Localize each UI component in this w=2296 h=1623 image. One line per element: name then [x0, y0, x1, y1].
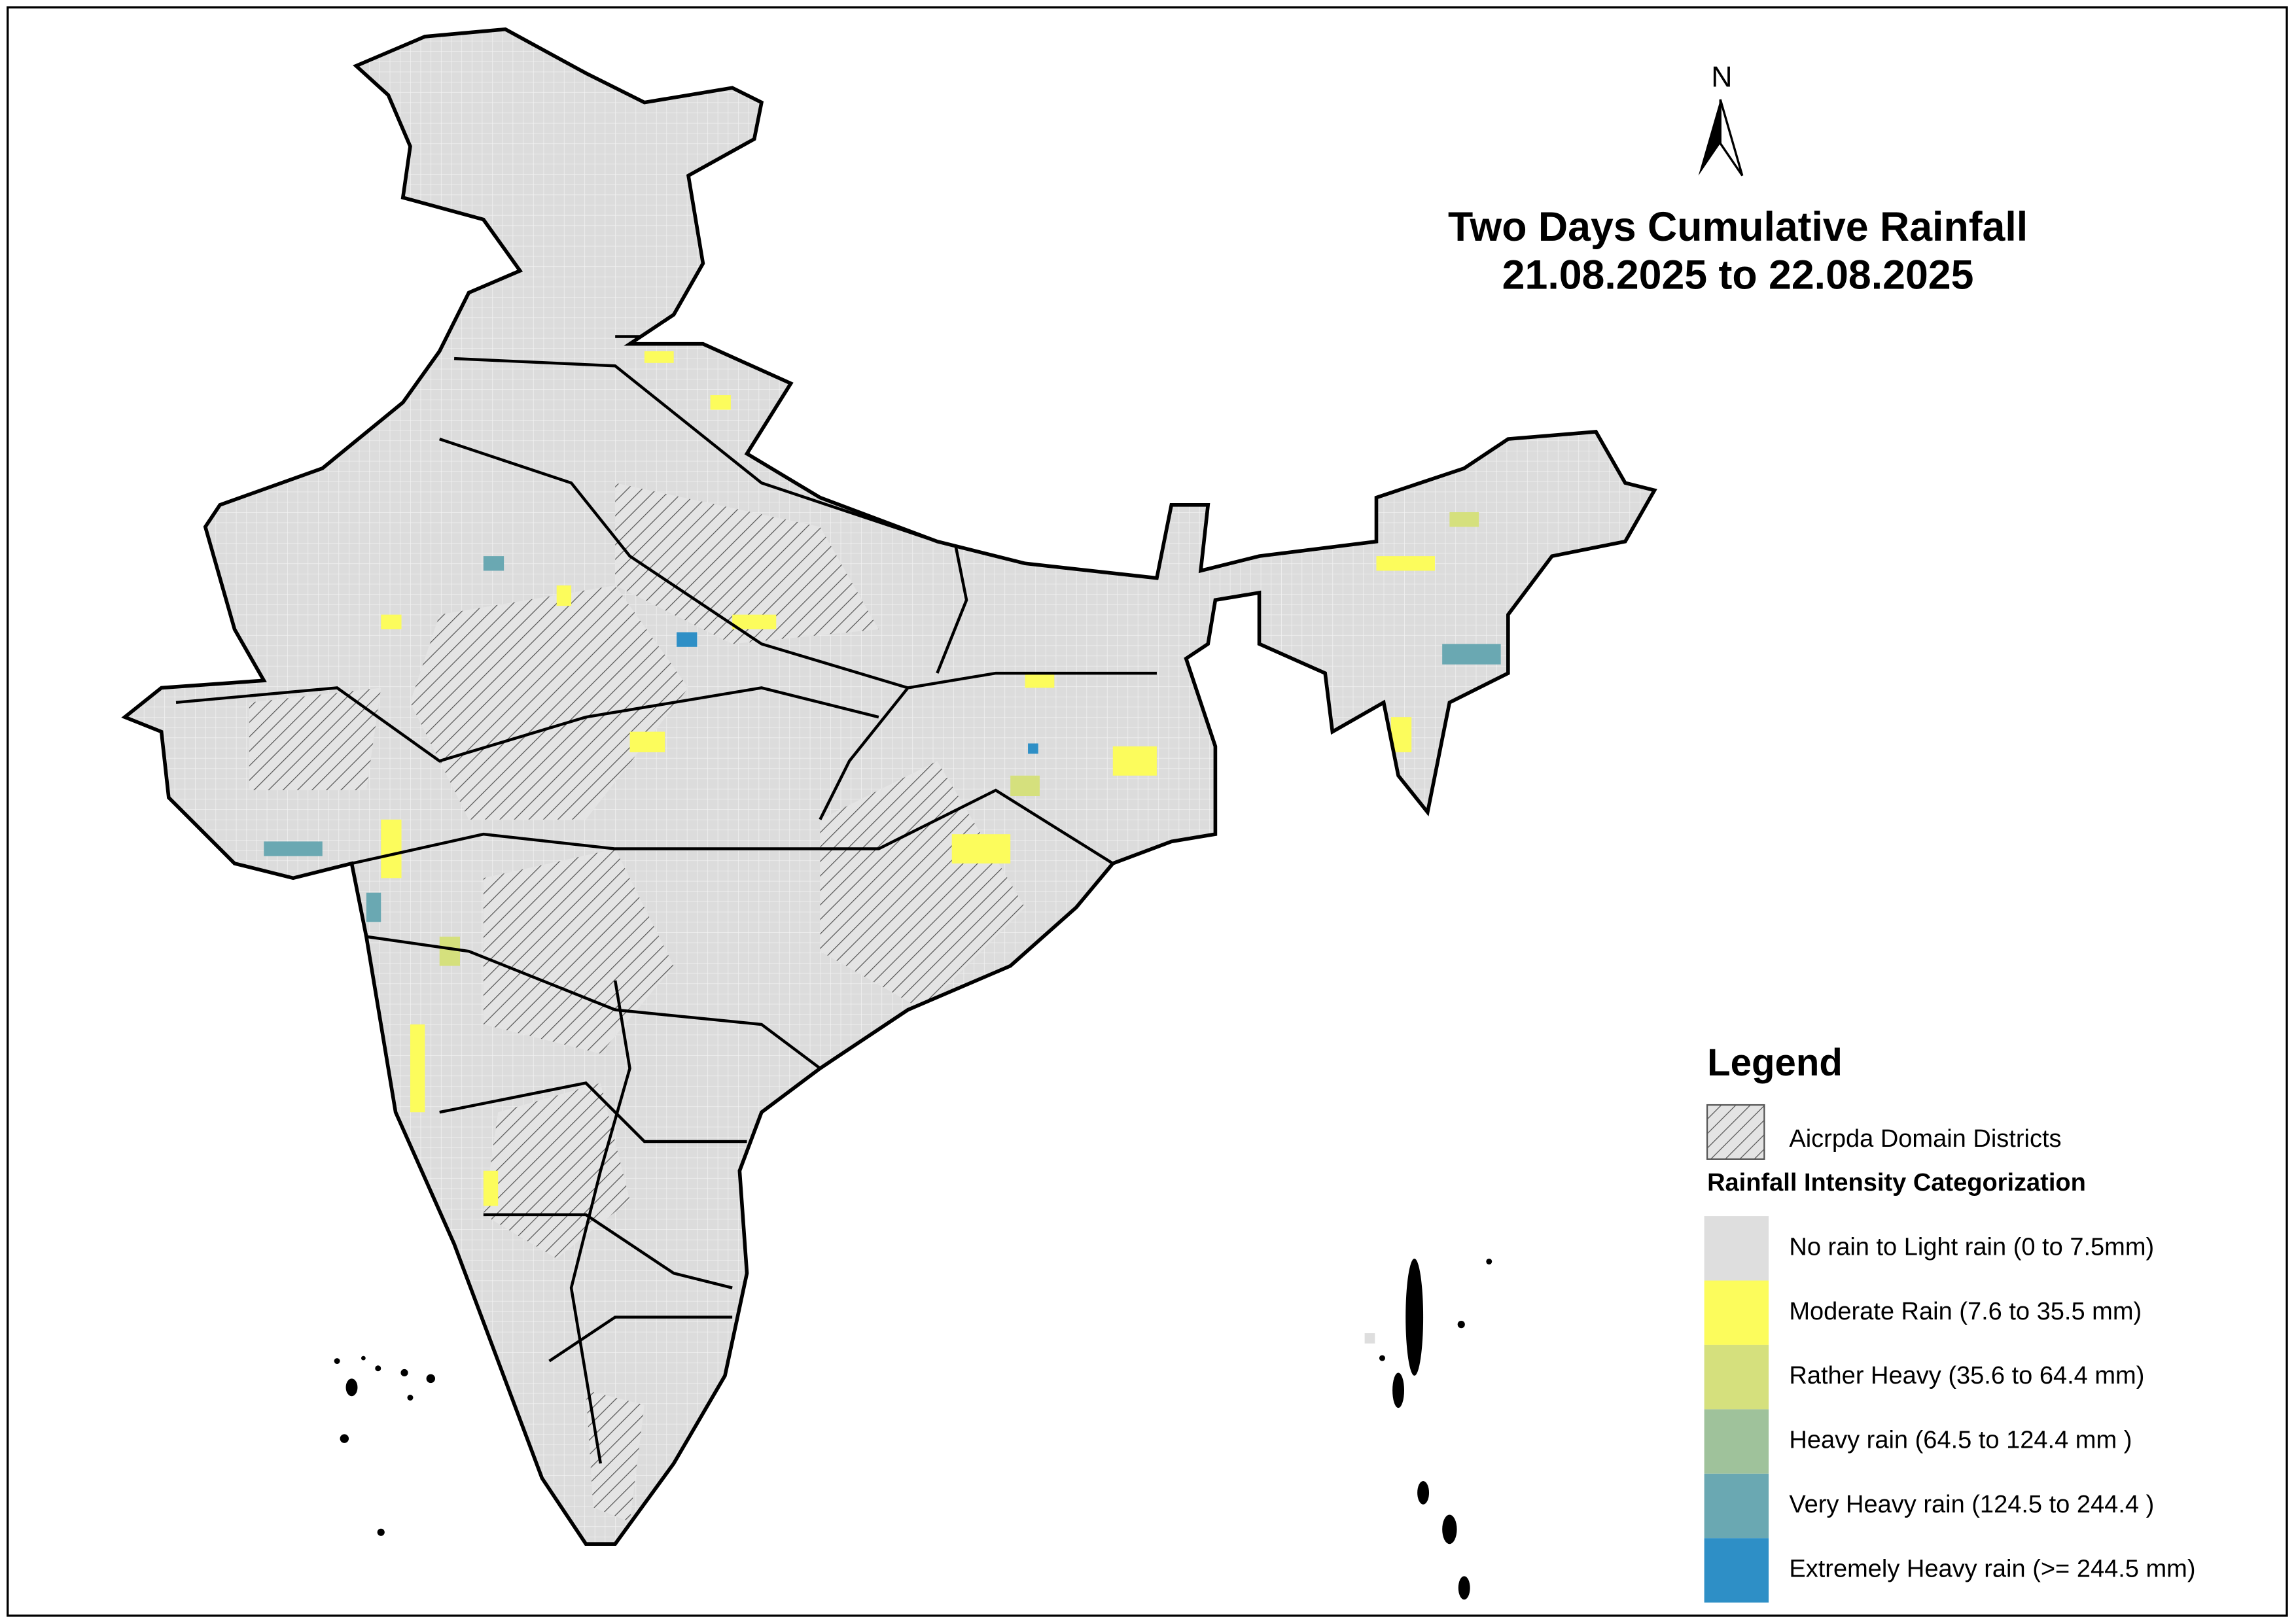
- hatch-swatch: [1706, 1104, 1765, 1160]
- legend-label: Moderate Rain (7.6 to 35.5 mm): [1789, 1298, 2142, 1325]
- legend-swatch: [1704, 1538, 1769, 1603]
- hatch-label: Aicrpda Domain Districts: [1789, 1125, 2061, 1153]
- legend-title: Legend: [1707, 1041, 1843, 1084]
- islands: [334, 1258, 1492, 1600]
- legend-label: Very Heavy rain (124.5 to 244.4 ): [1789, 1491, 2154, 1518]
- legend-swatch: [1704, 1216, 1769, 1281]
- legend-label: Rather Heavy (35.6 to 64.4 mm): [1789, 1362, 2144, 1389]
- legend-swatch: [1704, 1473, 1769, 1539]
- legend-label: Heavy rain (64.5 to 124.4 mm ): [1789, 1427, 2132, 1454]
- map-title: Two Days Cumulative Rainfall: [1448, 204, 2028, 250]
- legend-section-title: Rainfall Intensity Categorization: [1707, 1169, 2086, 1196]
- legend-swatch: [1704, 1344, 1769, 1410]
- legend-swatch: [1704, 1409, 1769, 1474]
- map-subtitle: 21.08.2025 to 22.08.2025: [1502, 253, 1974, 298]
- legend: Legend Aicrpda Domain Districts Rainfall…: [1704, 1041, 2196, 1603]
- north-label: N: [1711, 61, 1732, 94]
- legend-label: Extremely Heavy rain (>= 244.5 mm): [1789, 1556, 2195, 1583]
- legend-swatch: [1704, 1280, 1769, 1345]
- legend-label: No rain to Light rain (0 to 7.5mm): [1789, 1233, 2154, 1261]
